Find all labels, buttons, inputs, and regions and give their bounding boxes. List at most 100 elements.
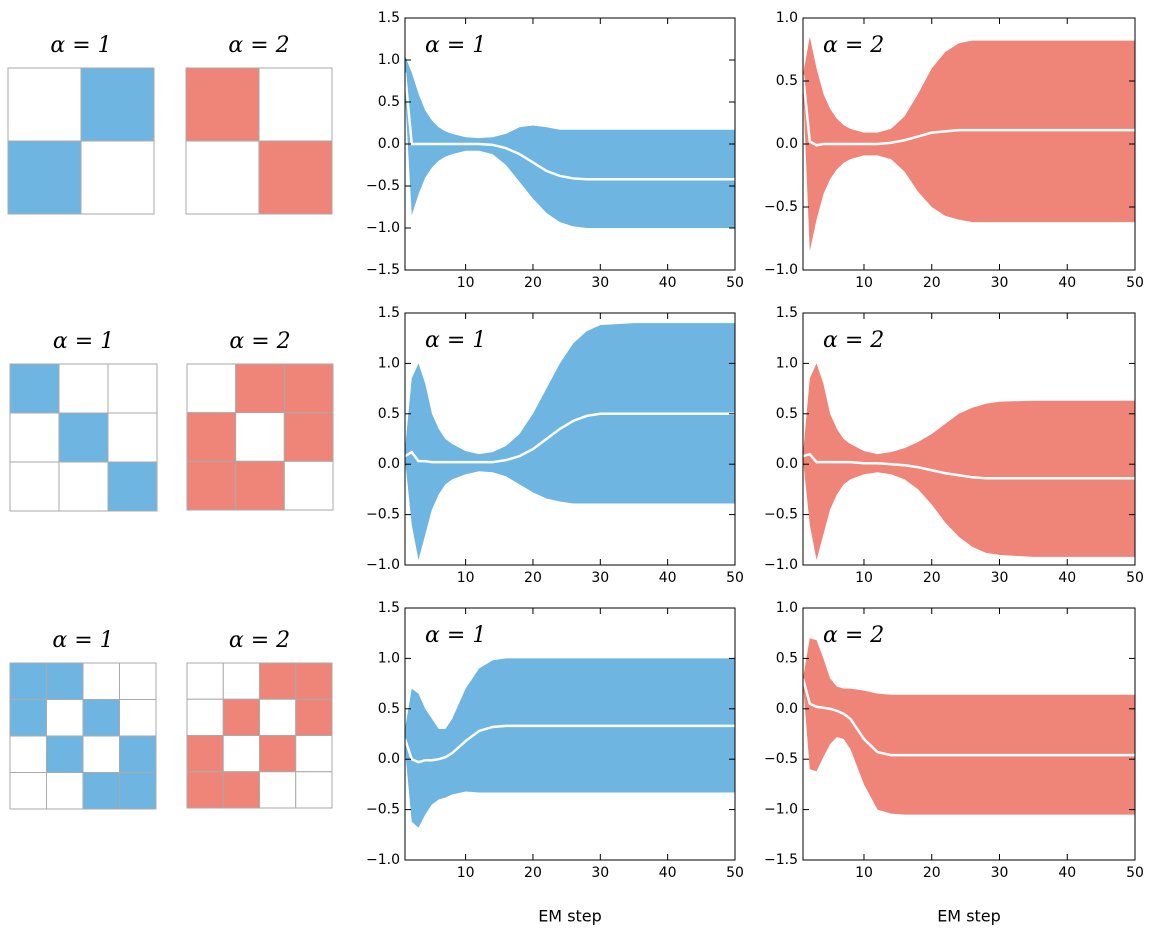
x-tick-label: 10 — [457, 570, 475, 586]
pattern-cell — [119, 699, 157, 737]
x-tick-label: 20 — [923, 570, 941, 586]
pattern-cell — [235, 412, 285, 462]
x-tick-label: 30 — [591, 570, 609, 586]
pattern-cell — [186, 771, 224, 809]
y-tick-label: 1.0 — [776, 355, 798, 371]
x-tick-label: 10 — [855, 865, 873, 881]
pattern-cell — [283, 412, 334, 462]
y-tick-label: 0.5 — [776, 406, 798, 422]
pattern-cell — [258, 140, 333, 215]
pattern-cell — [295, 735, 333, 773]
pattern-cell — [186, 698, 224, 736]
pattern-cell — [283, 363, 334, 414]
y-tick-label: −1.0 — [366, 852, 400, 868]
y-tick-label: −1.0 — [764, 262, 798, 278]
pattern-label: α = 1 — [52, 628, 113, 653]
y-tick-label: 1.0 — [378, 650, 400, 666]
pattern-label: α = 2 — [229, 628, 290, 653]
pattern-cell — [295, 698, 333, 736]
x-tick-label: 10 — [855, 275, 873, 291]
pattern-cell — [186, 735, 224, 773]
y-tick-label: 0.0 — [776, 136, 798, 152]
y-tick-label: −1.0 — [764, 557, 798, 573]
x-tick-label: 50 — [1126, 570, 1144, 586]
y-tick-label: −1.0 — [764, 802, 798, 818]
x-tick-label: 50 — [726, 275, 744, 291]
y-tick-label: 1.0 — [776, 600, 798, 616]
x-tick-label: 30 — [991, 865, 1009, 881]
x-tick-label: 50 — [1126, 275, 1144, 291]
y-tick-label: −1.5 — [764, 852, 798, 868]
y-tick-label: 0.0 — [378, 456, 400, 472]
x-tick-label: 30 — [991, 275, 1009, 291]
y-tick-label: 0.0 — [776, 701, 798, 717]
pattern-cell — [186, 460, 237, 511]
x-tick-label: 20 — [524, 865, 542, 881]
pattern-cell — [46, 735, 84, 773]
pattern-cell — [46, 662, 84, 700]
pattern-cell — [9, 363, 60, 414]
x-tick-label: 50 — [1126, 865, 1144, 881]
x-tick-label: 40 — [1058, 570, 1076, 586]
x-tick-label: 20 — [524, 570, 542, 586]
pattern-cell — [295, 662, 333, 700]
x-tick-label: 20 — [923, 275, 941, 291]
y-tick-label: −1.0 — [366, 220, 400, 236]
pattern-cell — [58, 461, 109, 512]
pattern-cell — [258, 67, 333, 142]
x-tick-label: 50 — [726, 570, 744, 586]
pattern-cell — [82, 772, 120, 810]
x-tick-label: 10 — [855, 570, 873, 586]
pattern-cell — [82, 699, 120, 737]
pattern-cell — [80, 67, 155, 142]
x-axis-label: EM step — [937, 907, 1001, 926]
x-tick-label: 30 — [591, 275, 609, 291]
pattern-cell — [9, 412, 60, 463]
y-tick-label: −1.0 — [366, 557, 400, 573]
y-tick-label: 1.0 — [776, 10, 798, 26]
y-tick-label: 1.5 — [378, 305, 400, 321]
annotation: α = 2 — [823, 328, 884, 353]
pattern-cell — [82, 662, 120, 700]
pattern-cell — [235, 460, 285, 511]
y-tick-label: 0.5 — [776, 73, 798, 89]
y-tick-label: 1.0 — [378, 52, 400, 68]
pattern-cell — [259, 662, 297, 700]
pattern-cell — [9, 699, 47, 737]
y-tick-label: 0.0 — [776, 456, 798, 472]
pattern-cell — [119, 662, 157, 700]
band — [803, 36, 1135, 252]
annotation: α = 2 — [823, 623, 884, 648]
x-axis-label: EM step — [538, 907, 602, 926]
plot-frame — [404, 312, 736, 566]
plot-frame — [802, 312, 1136, 566]
annotation: α = 1 — [425, 33, 486, 58]
y-tick-label: −0.5 — [366, 178, 400, 194]
pattern-cell — [185, 140, 260, 215]
y-tick-label: 0.5 — [378, 406, 400, 422]
band — [803, 363, 1135, 560]
band — [405, 323, 735, 560]
y-tick-label: −0.5 — [764, 751, 798, 767]
x-tick-label: 40 — [659, 275, 677, 291]
x-tick-label: 20 — [524, 275, 542, 291]
x-tick-label: 10 — [457, 275, 475, 291]
pattern-cell — [222, 698, 260, 736]
annotation: α = 2 — [823, 33, 884, 58]
y-tick-label: −0.5 — [764, 199, 798, 215]
pattern-cell — [259, 735, 297, 773]
pattern-label: α = 2 — [229, 329, 290, 354]
annotation: α = 1 — [425, 328, 486, 353]
pattern-cell — [119, 772, 157, 810]
y-tick-label: 0.5 — [378, 94, 400, 110]
pattern-cell — [9, 461, 60, 512]
plot-frame — [802, 607, 1136, 861]
y-tick-label: −0.5 — [366, 802, 400, 818]
pattern-cell — [186, 412, 237, 462]
pattern-cell — [107, 412, 158, 463]
y-tick-label: 1.5 — [776, 305, 798, 321]
y-tick-label: −1.5 — [366, 262, 400, 278]
